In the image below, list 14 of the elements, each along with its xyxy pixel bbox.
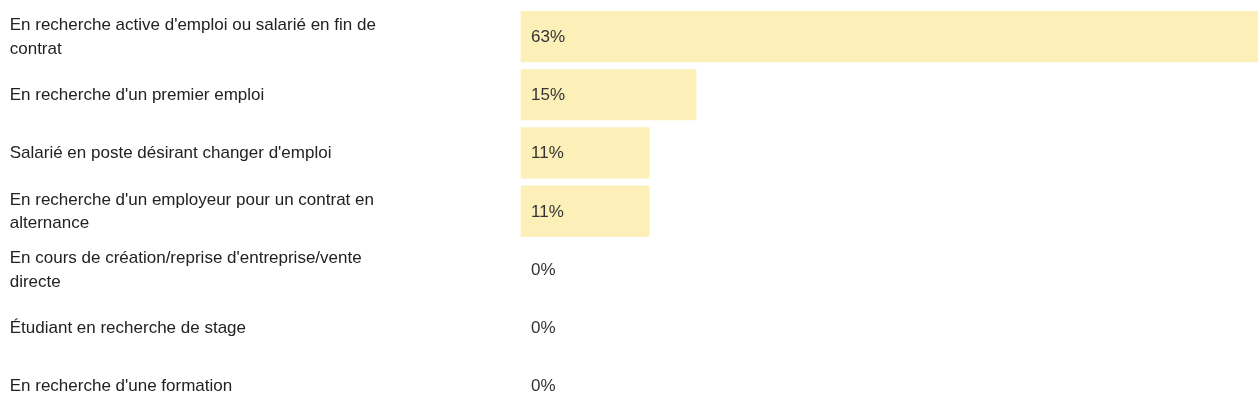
- data-label: 0%: [531, 376, 556, 396]
- y-tick-label: En recherche d'une formation: [9, 376, 233, 396]
- y-tick-label: Étudiant en recherche de stage: [9, 317, 246, 337]
- y-tick-label: En cours de création/reprise d'entreprise/vente directe: [9, 247, 362, 291]
- y-tick-label: En recherche active d'emploi ou salarié en fin de contrat: [9, 15, 376, 58]
- data-label: 15%: [531, 85, 566, 105]
- data-label: 11%: [531, 143, 564, 163]
- data-label: 0%: [531, 317, 556, 337]
- y-tick-label: Salarié en poste désirant changer d'emploi: [9, 143, 332, 163]
- y-tick-label: En recherche d'un employeur pour un contrat en alternance: [9, 189, 374, 233]
- data-label: 11%: [531, 201, 564, 221]
- y-tick-label: En recherche d'un premier emploi: [9, 85, 265, 105]
- data-label: 0%: [531, 259, 556, 279]
- data-label: 63%: [531, 27, 566, 47]
